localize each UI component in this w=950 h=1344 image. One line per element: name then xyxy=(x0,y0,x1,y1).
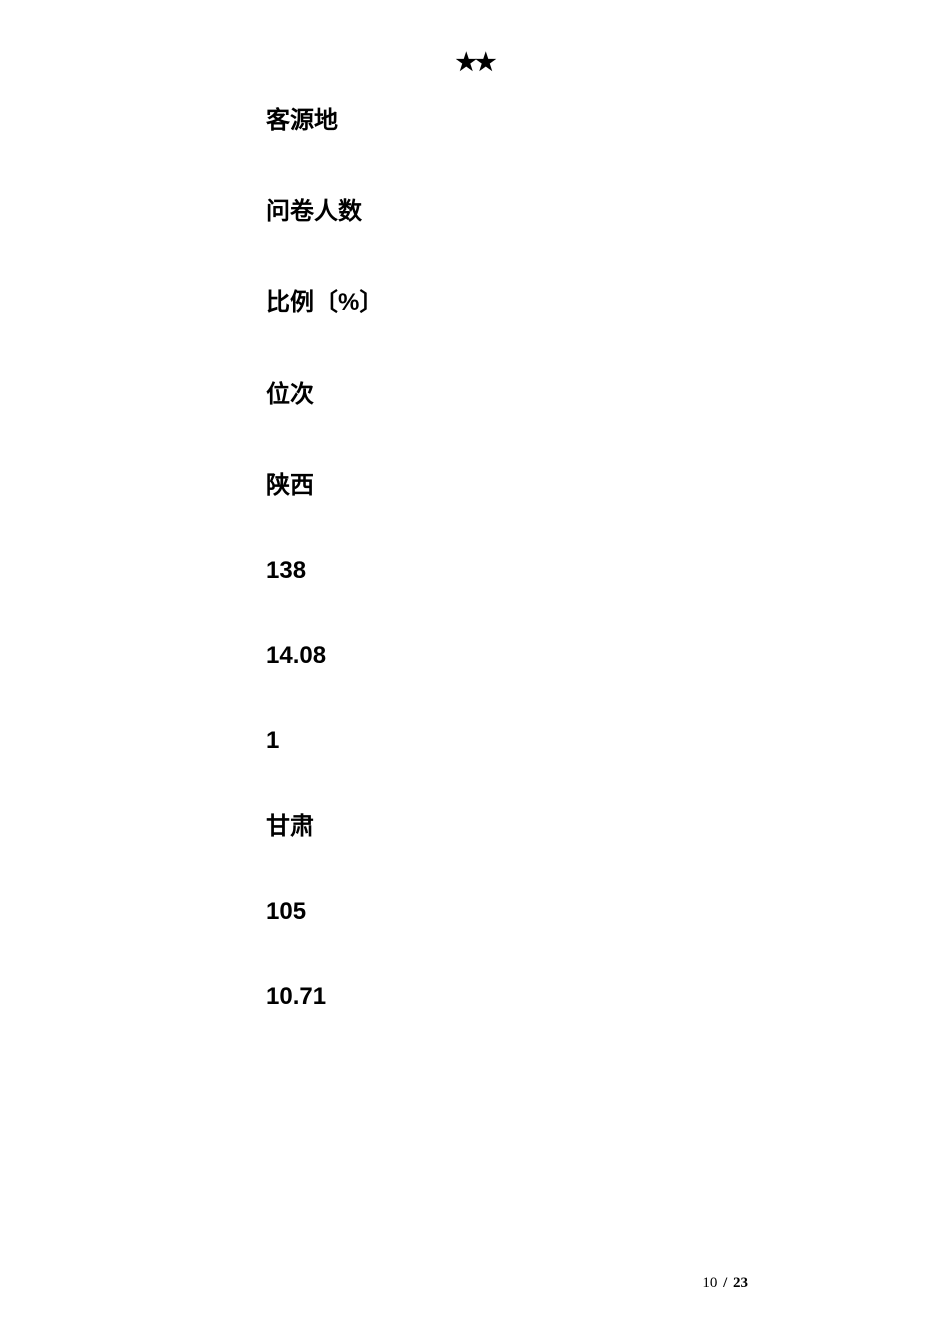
row-source: 甘肃 xyxy=(266,811,950,842)
row-count: 138 xyxy=(266,555,950,586)
row-percentage: 10.71 xyxy=(266,981,950,1012)
page-total: 23 xyxy=(733,1275,748,1291)
page-container: ★★ 客源地 问卷人数 比例〔%〕 位次 陕西 138 14.08 1 甘肃 1… xyxy=(0,0,950,1012)
table-header-source: 客源地 xyxy=(266,105,950,136)
page-footer: 10 / 23 xyxy=(702,1275,748,1292)
table-header-rank: 位次 xyxy=(266,379,950,410)
content-block: 客源地 问卷人数 比例〔%〕 位次 陕西 138 14.08 1 甘肃 105 … xyxy=(266,105,950,1012)
table-header-count: 问卷人数 xyxy=(266,196,950,227)
row-percentage: 14.08 xyxy=(266,640,950,671)
row-source: 陕西 xyxy=(266,470,950,501)
page-current: 10 xyxy=(702,1275,717,1291)
row-count: 105 xyxy=(266,896,950,927)
table-header-percentage: 比例〔%〕 xyxy=(266,287,950,318)
header-stars: ★★ xyxy=(0,48,950,77)
row-rank: 1 xyxy=(266,725,950,756)
page-separator: / xyxy=(723,1275,727,1291)
